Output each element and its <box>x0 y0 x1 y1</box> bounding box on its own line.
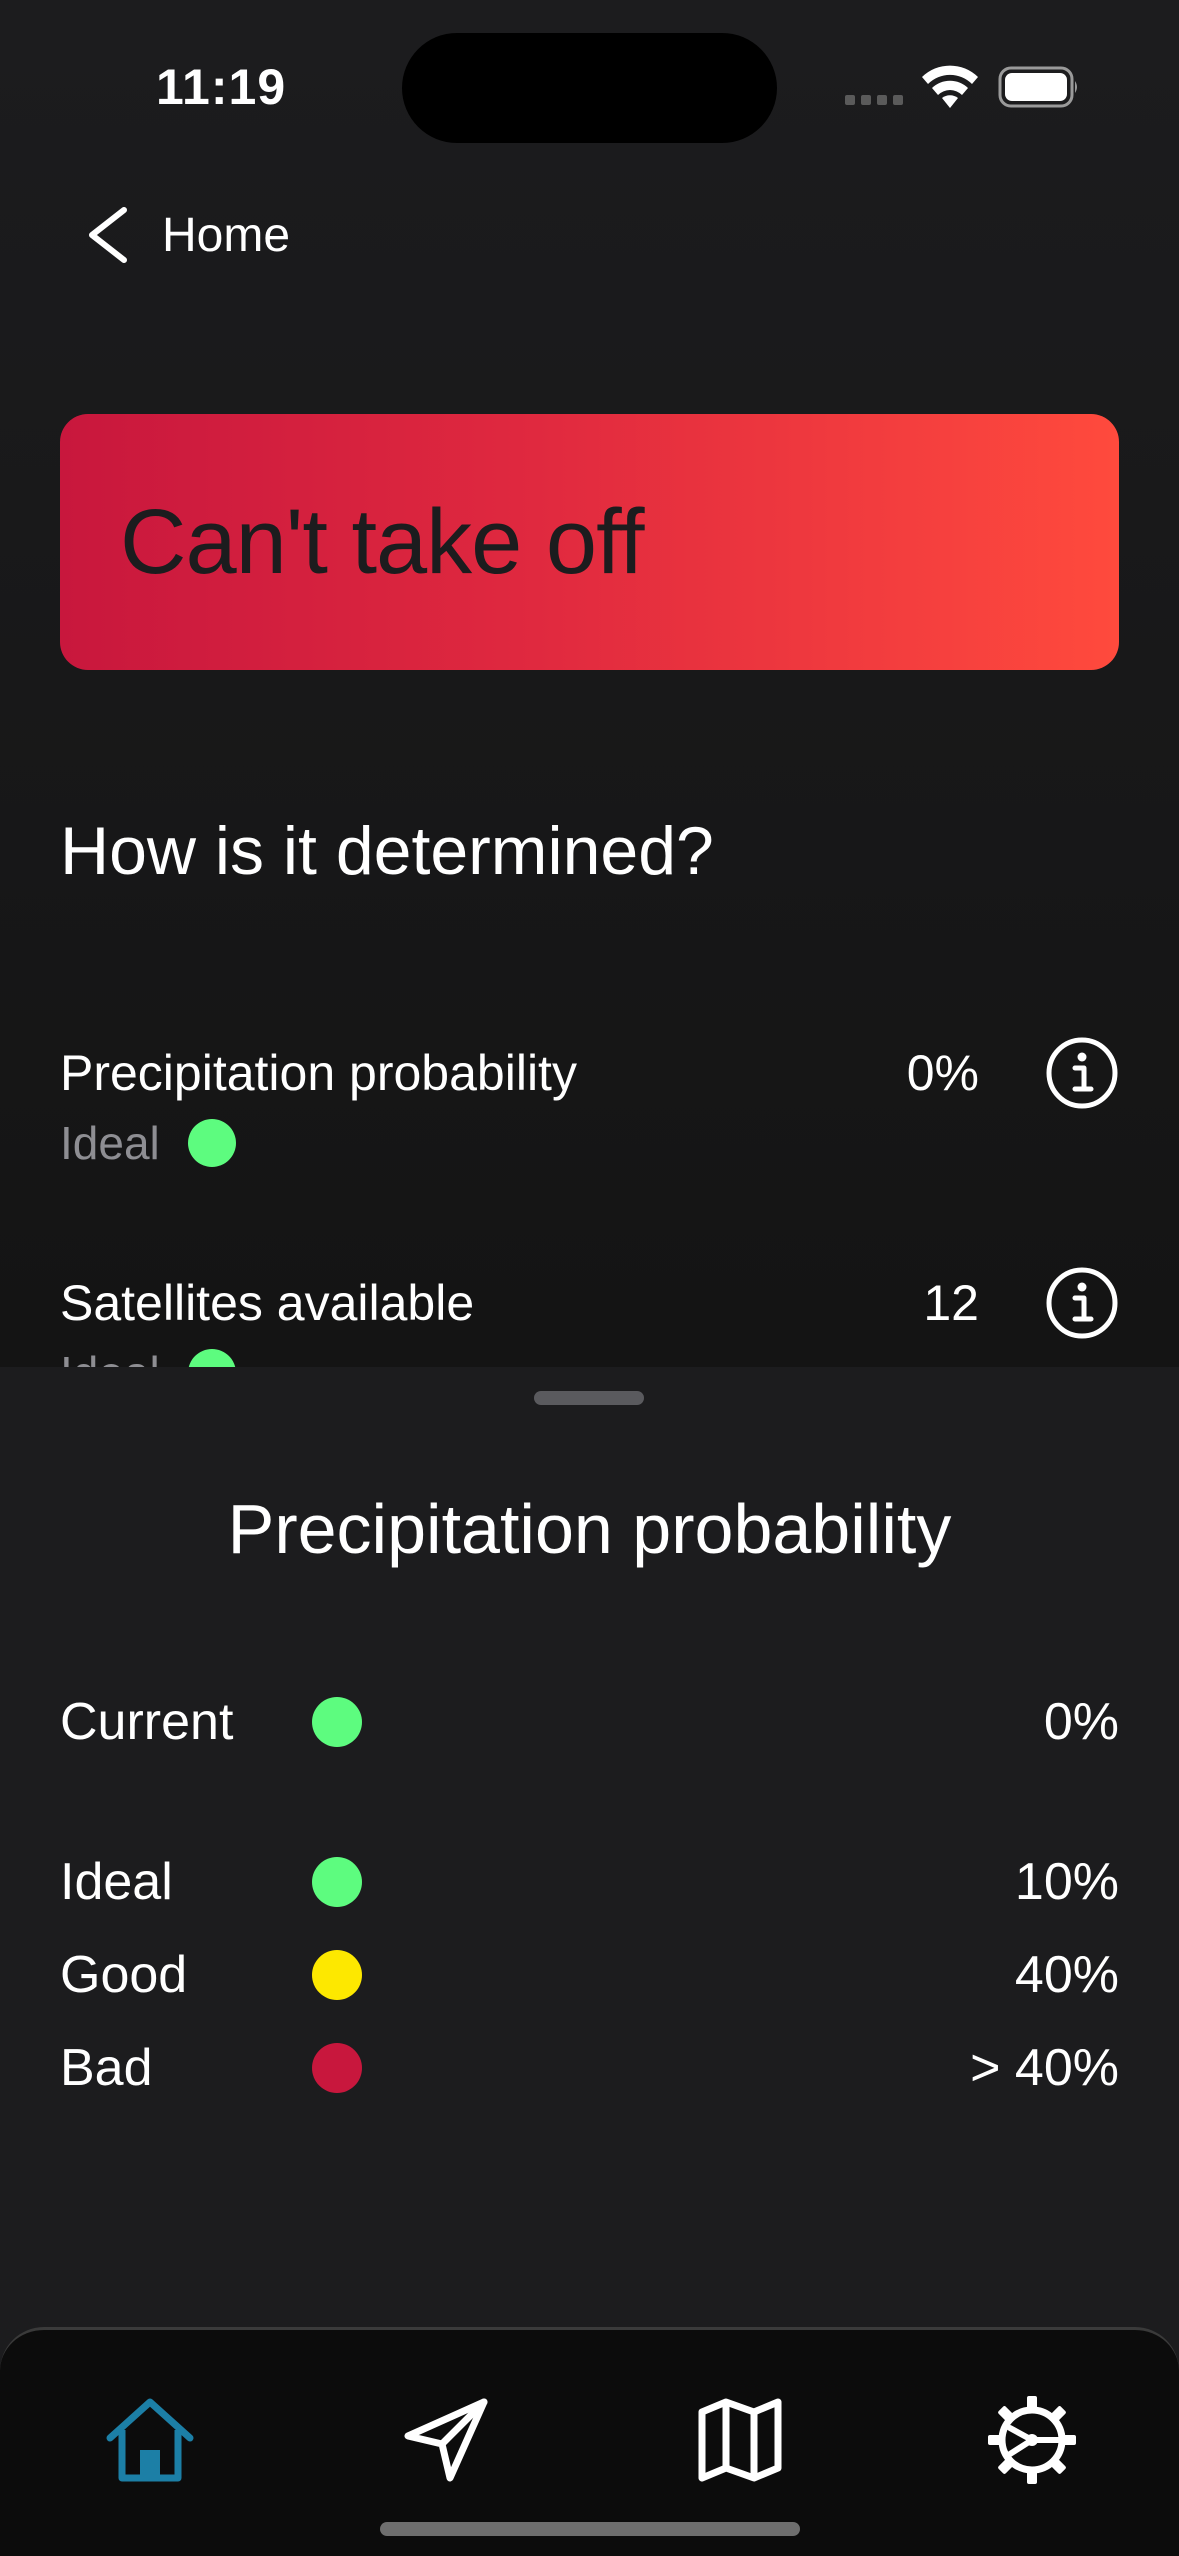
criteria-status-label: Ideal <box>60 1117 160 1169</box>
status-time: 11:19 <box>156 59 287 115</box>
current-level-row: Current 0% <box>60 1687 1119 1757</box>
sheet-title: Precipitation probability <box>227 1490 952 1568</box>
info-icon[interactable] <box>1045 1036 1119 1110</box>
info-icon[interactable] <box>1045 1266 1119 1340</box>
back-button[interactable]: Home <box>80 204 290 266</box>
status-dot <box>312 1950 362 2000</box>
gear-icon <box>988 2396 1076 2484</box>
level-value: 0% <box>1043 1693 1119 1751</box>
level-label: Good <box>60 1946 188 2004</box>
sheet-grabber[interactable] <box>534 1391 644 1405</box>
status-dot <box>312 2043 362 2093</box>
tab-map[interactable] <box>690 2390 790 2490</box>
home-icon <box>106 2398 194 2482</box>
battery-icon <box>998 66 1077 108</box>
status-dot <box>312 1857 362 1907</box>
level-value: > 40% <box>970 2039 1119 2097</box>
criteria-status: Ideal <box>60 1116 236 1170</box>
home-indicator <box>380 2522 800 2536</box>
level-row-ideal: Ideal 10% <box>60 1847 1119 1917</box>
criteria-value: 12 <box>923 1275 979 1331</box>
status-dot <box>312 1697 362 1747</box>
back-label: Home <box>162 208 291 262</box>
criteria-value: 0% <box>906 1045 979 1101</box>
tab-home[interactable] <box>100 2390 200 2490</box>
level-row-good: Good 40% <box>60 1940 1119 2010</box>
wifi-icon <box>922 65 978 108</box>
level-row-bad: Bad > 40% <box>60 2033 1119 2103</box>
criteria-name: Precipitation probability <box>60 1045 577 1101</box>
criteria-row-precipitation: Precipitation probability Ideal 0% <box>60 1037 1119 1204</box>
cellular-signal-icon <box>845 95 903 105</box>
level-label: Bad <box>60 2039 153 2097</box>
level-label: Current <box>60 1693 234 1751</box>
criteria-name: Satellites available <box>60 1275 475 1331</box>
level-value: 10% <box>1014 1853 1119 1911</box>
tab-send[interactable] <box>396 2390 496 2490</box>
send-icon <box>404 2398 488 2482</box>
map-icon <box>698 2398 782 2482</box>
status-dot <box>187 1119 236 1167</box>
chevron-left-icon <box>89 207 127 263</box>
tab-settings[interactable] <box>982 2390 1082 2490</box>
dynamic-island <box>402 33 777 143</box>
level-label: Ideal <box>60 1853 173 1911</box>
tab-bar <box>0 2327 1179 2556</box>
takeoff-status-banner: Can't take off <box>60 414 1119 670</box>
section-title: How is it determined? <box>60 813 714 889</box>
takeoff-status-text: Can't take off <box>120 490 645 593</box>
level-value: 40% <box>1014 1946 1119 2004</box>
